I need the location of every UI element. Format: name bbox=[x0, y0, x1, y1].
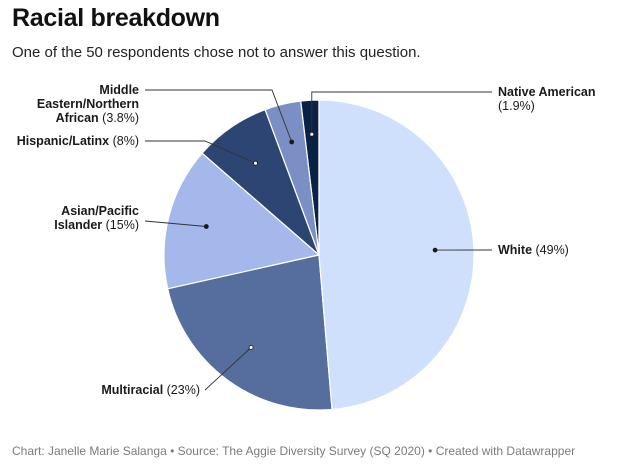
slice-label-percent: (23%) bbox=[163, 383, 200, 397]
slice-label-middle-eastern: Middle Eastern/Northern African (3.8%) bbox=[37, 83, 139, 125]
slice-label-percent: (8%) bbox=[109, 134, 139, 148]
leader-dot-multiracial bbox=[248, 345, 254, 350]
slice-label-name-line: Asian/Pacific bbox=[61, 204, 139, 218]
pie-slice-multiracial bbox=[167, 254, 333, 411]
slice-label-asian: Asian/Pacific Islander (15%) bbox=[54, 204, 139, 232]
slice-label-multiracial: Multiracial (23%) bbox=[101, 383, 200, 397]
leader-dot-native-american bbox=[309, 131, 315, 137]
slice-label-name-line: Eastern/Northern bbox=[37, 97, 139, 111]
leader-dot-white bbox=[432, 247, 438, 253]
slice-label-native-american: Native American (1.9%) bbox=[498, 85, 596, 113]
leader-line-asian bbox=[144, 220, 207, 227]
pie-slices bbox=[163, 99, 475, 411]
leader-dot-middle-eastern bbox=[289, 139, 295, 145]
leader-dot-hispanic bbox=[253, 160, 258, 166]
slice-label-name-line: Middle bbox=[99, 83, 139, 97]
slice-label-name-line: Hispanic/Latinx bbox=[17, 134, 109, 148]
slice-label-name-line: White bbox=[498, 243, 532, 257]
pie-slice-white bbox=[318, 99, 475, 411]
slice-label-name-line: Native American bbox=[498, 85, 596, 99]
leader-lines bbox=[144, 89, 493, 391]
slice-label-name-line: Islander bbox=[54, 218, 102, 232]
chart-footer: Chart: Janelle Marie Salanga • Source: T… bbox=[12, 444, 576, 458]
pie-slice-asian bbox=[163, 152, 321, 290]
slice-label-hispanic: Hispanic/Latinx (8%) bbox=[17, 134, 139, 148]
leader-line-hispanic bbox=[145, 140, 256, 164]
slice-label-percent: (15%) bbox=[102, 218, 139, 232]
chart-subtitle: One of the 50 respondents chose not to a… bbox=[12, 44, 421, 61]
slice-label-name-line: African bbox=[56, 111, 99, 125]
leader-dot-asian bbox=[203, 224, 209, 229]
chart-title: Racial breakdown bbox=[12, 4, 220, 32]
slice-label-percent: (3.8%) bbox=[99, 111, 139, 125]
slice-label-name-line: Multiracial bbox=[101, 383, 163, 397]
slice-label-percent: (49%) bbox=[532, 243, 569, 257]
slice-label-white: White (49%) bbox=[498, 243, 569, 257]
leader-line-middle-eastern bbox=[145, 89, 293, 143]
leader-line-multiracial bbox=[204, 347, 252, 391]
leader-line-native-american bbox=[311, 91, 492, 135]
slice-label-percent: (1.9%) bbox=[498, 99, 535, 113]
slice-labels: Native American (1.9%) Middle Eastern/North… bbox=[17, 83, 596, 397]
